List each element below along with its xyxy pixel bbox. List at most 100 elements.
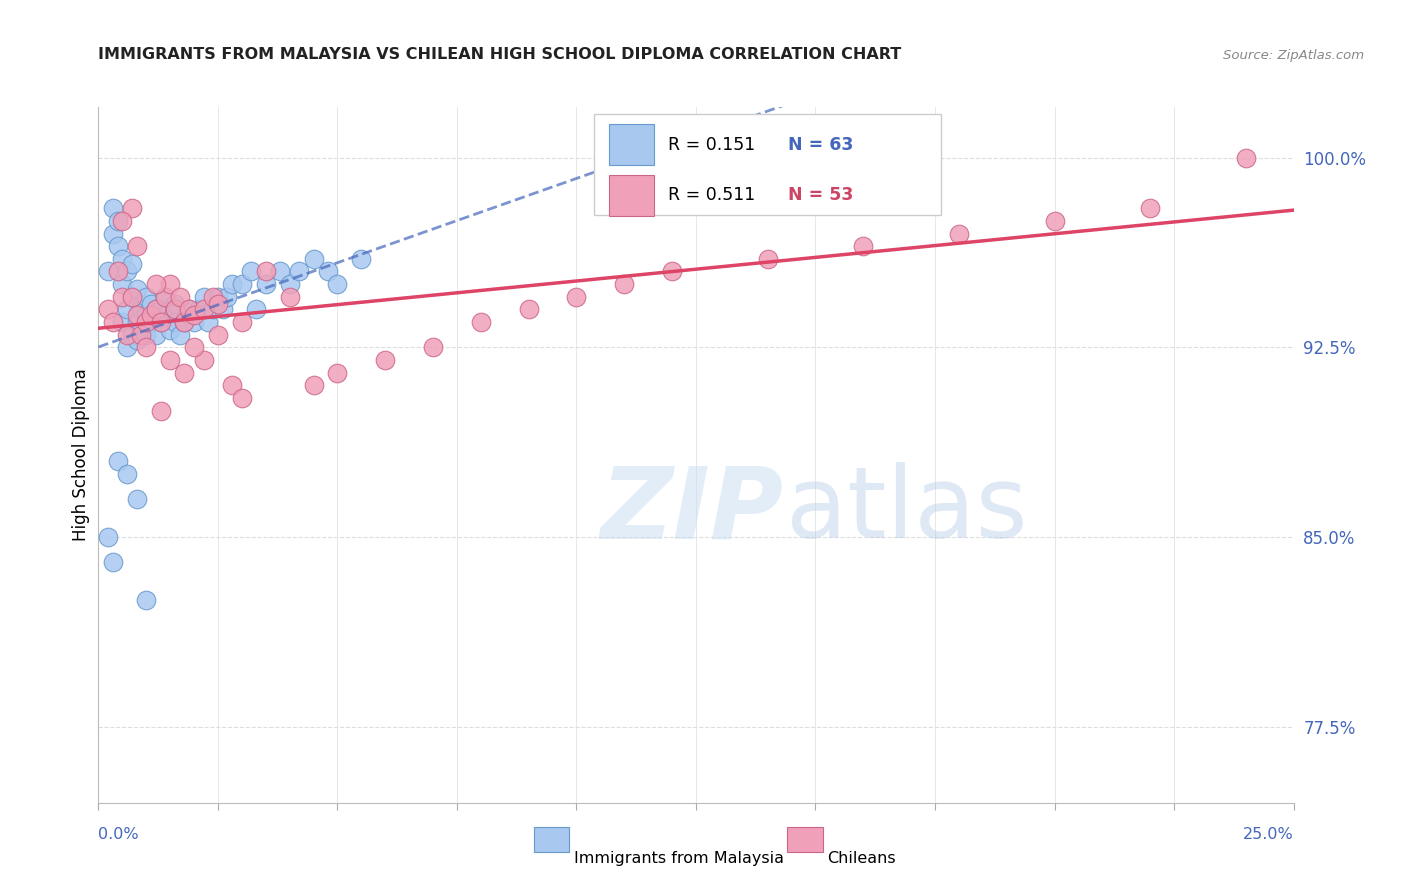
Point	[202, 290, 225, 304]
Point	[101, 315, 124, 329]
Point	[149, 315, 172, 329]
Point	[159, 323, 181, 337]
Point	[302, 378, 325, 392]
Point	[422, 340, 444, 354]
Point	[193, 290, 215, 304]
Point	[278, 290, 301, 304]
Point	[231, 391, 253, 405]
Point	[254, 277, 277, 292]
Point	[125, 308, 148, 322]
Point	[131, 327, 153, 342]
Point	[155, 290, 177, 304]
FancyBboxPatch shape	[609, 175, 654, 216]
Point	[756, 252, 779, 266]
Text: ZIP: ZIP	[600, 462, 783, 559]
Text: atlas: atlas	[786, 462, 1028, 559]
Point	[1234, 151, 1257, 165]
Point	[1139, 201, 1161, 215]
Point	[145, 302, 167, 317]
Point	[183, 340, 205, 354]
Point	[565, 290, 588, 304]
Point	[125, 239, 148, 253]
Point	[135, 308, 157, 322]
Point	[125, 333, 148, 347]
Point	[197, 315, 219, 329]
Point	[145, 302, 167, 317]
Point	[613, 277, 636, 292]
Point	[97, 302, 120, 317]
Point	[163, 315, 186, 329]
Point	[149, 315, 172, 329]
Point	[254, 264, 277, 278]
Point	[111, 277, 134, 292]
Point	[350, 252, 373, 266]
Point	[183, 308, 205, 322]
Point	[101, 227, 124, 241]
Point	[145, 327, 167, 342]
Point	[125, 282, 148, 296]
Point	[517, 302, 540, 317]
Point	[231, 277, 253, 292]
Point	[121, 327, 143, 342]
Point	[240, 264, 263, 278]
Point	[115, 302, 138, 317]
Point	[101, 201, 124, 215]
Point	[135, 327, 157, 342]
Point	[221, 378, 243, 392]
Text: R = 0.511: R = 0.511	[668, 186, 756, 204]
Point	[470, 315, 492, 329]
Point	[326, 277, 349, 292]
Text: Chileans: Chileans	[827, 851, 896, 865]
Point	[173, 315, 195, 329]
FancyBboxPatch shape	[595, 114, 941, 215]
Point	[193, 302, 215, 317]
Point	[231, 315, 253, 329]
Point	[179, 302, 201, 317]
Point	[149, 302, 172, 317]
Point	[159, 353, 181, 368]
Point	[245, 302, 267, 317]
Point	[1043, 214, 1066, 228]
Point	[163, 302, 186, 317]
Point	[948, 227, 970, 241]
Point	[115, 467, 138, 481]
Point	[111, 290, 134, 304]
Point	[121, 290, 143, 304]
Point	[111, 214, 134, 228]
Point	[121, 290, 143, 304]
Point	[149, 403, 172, 417]
Point	[139, 315, 162, 329]
Point	[107, 454, 129, 468]
Point	[202, 302, 225, 317]
Point	[111, 315, 134, 329]
Point	[173, 366, 195, 380]
Point	[97, 264, 120, 278]
Point	[169, 327, 191, 342]
Point	[131, 323, 153, 337]
Point	[169, 290, 191, 304]
Point	[139, 297, 162, 311]
Point	[302, 252, 325, 266]
Point	[155, 290, 177, 304]
Text: Source: ZipAtlas.com: Source: ZipAtlas.com	[1223, 49, 1364, 62]
Point	[269, 264, 291, 278]
Point	[187, 302, 209, 317]
Point	[163, 297, 186, 311]
Point	[221, 277, 243, 292]
Point	[115, 264, 138, 278]
Point	[121, 257, 143, 271]
Point	[125, 315, 148, 329]
Point	[145, 277, 167, 292]
FancyBboxPatch shape	[609, 124, 654, 165]
Point	[121, 201, 143, 215]
Y-axis label: High School Diploma: High School Diploma	[72, 368, 90, 541]
Point	[139, 308, 162, 322]
Text: IMMIGRANTS FROM MALAYSIA VS CHILEAN HIGH SCHOOL DIPLOMA CORRELATION CHART: IMMIGRANTS FROM MALAYSIA VS CHILEAN HIGH…	[98, 47, 901, 62]
Text: Immigrants from Malaysia: Immigrants from Malaysia	[574, 851, 783, 865]
Point	[107, 214, 129, 228]
Point	[97, 530, 120, 544]
Point	[107, 264, 129, 278]
Point	[131, 302, 153, 317]
Point	[183, 315, 205, 329]
Text: 25.0%: 25.0%	[1243, 827, 1294, 841]
